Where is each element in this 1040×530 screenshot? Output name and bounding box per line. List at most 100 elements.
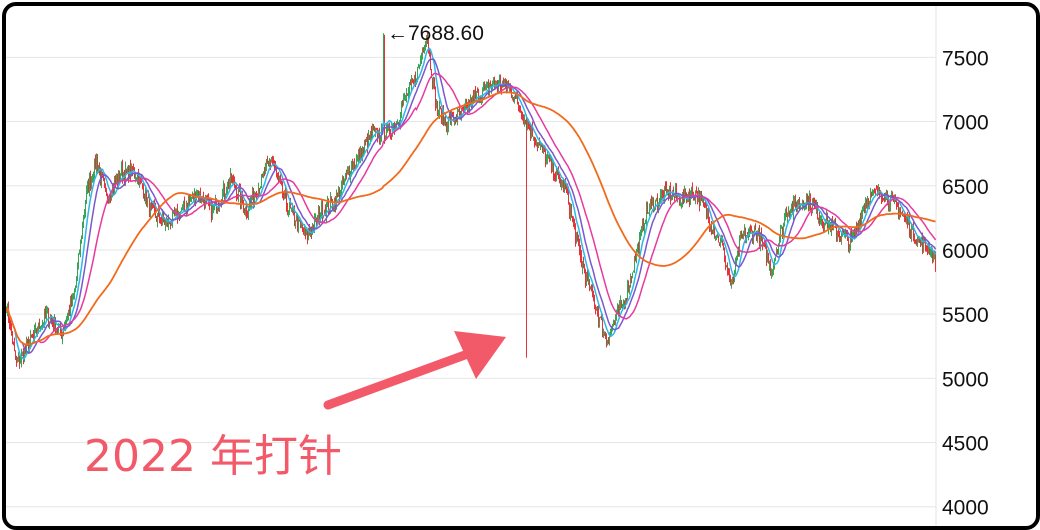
candle-body [476,91,477,98]
candle-body [651,201,652,204]
candle-body [315,216,316,219]
candle-body [435,87,436,109]
candle-body [817,204,818,220]
candle-body [730,278,731,284]
candle-body [72,295,73,305]
candle-body [408,90,409,97]
annotation-arrow [323,331,506,410]
candle-body [565,182,566,188]
candle-body [826,214,827,220]
candle-body [245,207,246,214]
candle-body [416,83,417,85]
candle-body [603,333,604,335]
candle-body [587,271,588,279]
candle-body [765,243,766,248]
candle-body [238,189,239,198]
candle-body [414,75,415,81]
candle-body [616,311,617,319]
candle-body [549,155,550,162]
candle-body [304,228,305,232]
candle-body [772,271,773,273]
candle-body [142,183,143,189]
candle-body [354,163,355,167]
candle-body [848,240,849,249]
candle-body [340,192,341,197]
candle-body [461,109,462,117]
ma-line [6,91,936,346]
candle-body [110,195,111,199]
candle-body [767,255,768,262]
candle-body [891,193,892,196]
candle-body [551,159,552,170]
arrow-head [454,331,506,379]
candle-body [873,190,874,194]
candle-body [532,123,533,137]
candle-body [691,189,692,195]
candle-body [143,187,144,199]
candle-body [90,175,91,186]
candle-body [750,229,751,231]
candle-body [696,188,697,194]
candle-body [605,333,606,338]
candle-body [516,94,517,98]
candle-body [561,183,562,186]
candle-body [477,90,478,92]
candle-body [591,286,592,288]
candle-body [67,315,68,319]
candle-body [257,196,258,198]
candle-body [327,200,328,206]
candle-body [723,243,724,247]
candle-body [770,263,771,273]
candle-body [331,198,332,200]
candle-body [73,295,74,298]
candle-body [247,214,248,216]
candle-body [540,143,541,146]
candle-body [576,236,577,244]
candle-body [612,326,613,328]
candle-body [353,162,354,171]
candle-body [401,106,402,116]
candle-body [837,233,838,237]
candle-body [712,232,713,234]
candle-body [368,133,369,147]
candle-body [931,247,932,255]
y-tick-label: 7500 [942,47,989,70]
candle-body [849,244,850,250]
candle-body [656,197,657,201]
candle-body [265,166,266,173]
candle-body [164,218,165,225]
candle-body [162,214,163,224]
candle-body [26,341,27,349]
candle-body [642,221,643,227]
candle-body [76,277,77,285]
candle-body [898,205,899,216]
candle-body [741,233,742,235]
candle-body [103,176,104,182]
candle-body [592,286,593,296]
candle-body [706,204,707,218]
candle-body [571,204,572,216]
candle-body [870,192,871,204]
candle-body [640,230,641,238]
candle-body [531,125,532,137]
candle-body [732,277,733,281]
candle-body [904,215,905,217]
candle-body [519,108,520,110]
candle-body [285,192,286,195]
candle-body [652,201,653,204]
candle-body [289,203,290,211]
candle-body [577,234,578,237]
candle-body [629,286,630,291]
candle-body [290,202,291,209]
candle-body [69,309,70,314]
candle-body [253,191,254,204]
candle-body [298,217,299,229]
candle-body [717,233,718,235]
candle-body [625,300,626,306]
candle-body [173,210,174,214]
candle-body [148,195,149,198]
candle-body [96,158,97,168]
candle-body [658,203,659,210]
candle-body [160,218,161,224]
candle-body [92,178,93,180]
